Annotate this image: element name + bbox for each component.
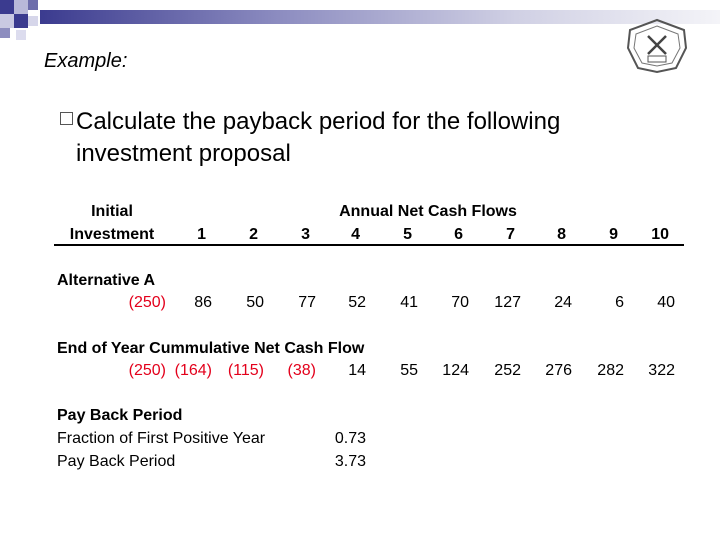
year-header-5: 5 — [403, 226, 412, 243]
cum-flow-year-4: 14 — [348, 362, 366, 379]
alt-flow-year-7: 127 — [494, 294, 521, 311]
alt-flow-year-10: 40 — [657, 294, 675, 311]
corner-square — [14, 0, 28, 14]
year-header-10: 10 — [651, 226, 669, 243]
year-header-8: 8 — [557, 226, 566, 243]
alt-flow-year-6: 70 — [451, 294, 469, 311]
alternative-a-label: Alternative A — [57, 272, 156, 289]
alt-flow-year-5: 41 — [400, 294, 418, 311]
cum-flow-year-9: 282 — [597, 362, 624, 379]
corner-square — [16, 30, 26, 40]
fraction-value: 0.73 — [334, 430, 366, 447]
corner-square — [0, 14, 14, 28]
year-header-6: 6 — [454, 226, 463, 243]
bullet-square — [60, 112, 73, 125]
header-annual-net-cash-flows: Annual Net Cash Flows — [339, 203, 517, 220]
year-header-4: 4 — [351, 226, 360, 243]
cumulative-label: End of Year Cummulative Net Cash Flow — [57, 340, 365, 357]
header-divider — [54, 244, 684, 246]
alt-flow-year-9: 6 — [615, 294, 624, 311]
alt-initial-investment: (250) — [128, 294, 166, 311]
slide-heading: Example: — [44, 50, 128, 72]
alt-flow-year-8: 24 — [554, 294, 572, 311]
year-header-9: 9 — [609, 226, 618, 243]
cum-flow-year-3: (38) — [287, 362, 316, 379]
cum-flow-year-8: 276 — [545, 362, 572, 379]
year-header-1: 1 — [197, 226, 206, 243]
corner-square — [0, 28, 10, 38]
alt-flow-year-4: 52 — [348, 294, 366, 311]
alt-flow-year-2: 50 — [246, 294, 264, 311]
year-header-3: 3 — [301, 226, 310, 243]
fraction-label: Fraction of First Positive Year — [57, 430, 266, 447]
cum-initial: (250) — [128, 362, 166, 379]
alt-flow-year-1: 86 — [194, 294, 212, 311]
year-header-2: 2 — [249, 226, 258, 243]
payback-period-label: Pay Back Period — [57, 453, 176, 470]
cum-flow-year-2: (115) — [227, 362, 264, 379]
corner-square — [14, 14, 28, 28]
payback-section-label: Pay Back Period — [57, 407, 183, 424]
cum-flow-year-1: (164) — [174, 362, 212, 379]
corner-square — [0, 0, 14, 14]
header-gradient-bar — [40, 10, 720, 24]
cum-flow-year-10: 322 — [648, 362, 675, 379]
school-seal-icon — [626, 18, 688, 74]
corner-square — [28, 0, 38, 10]
cum-flow-year-5: 55 — [400, 362, 418, 379]
header-investment: Investment — [69, 226, 155, 243]
year-header-7: 7 — [506, 226, 515, 243]
alt-flow-year-3: 77 — [298, 294, 316, 311]
payback-period-value: 3.73 — [334, 453, 366, 470]
header-initial: Initial — [91, 203, 133, 220]
cum-flow-year-6: 124 — [442, 362, 469, 379]
cum-flow-year-7: 252 — [494, 362, 521, 379]
lead-text: Calculate the payback period for the fol… — [76, 108, 561, 167]
corner-square — [28, 16, 38, 26]
